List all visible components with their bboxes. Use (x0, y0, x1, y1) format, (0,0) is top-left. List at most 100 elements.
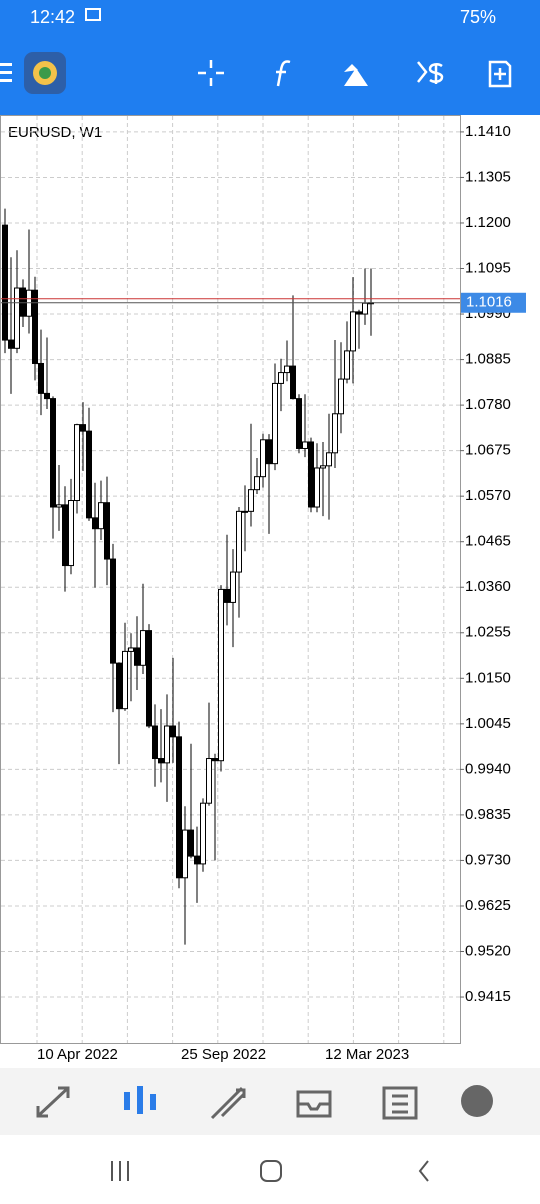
candle-body (194, 855, 200, 865)
x-tick-label: 12 Mar 2023 (325, 1046, 409, 1063)
y-tick-label: 1.1095 (465, 259, 511, 276)
candle-body (68, 500, 74, 567)
candle-body (140, 630, 146, 666)
candle-body (338, 378, 344, 415)
y-tick-label: 1.1305 (465, 168, 511, 185)
candle-body (188, 829, 194, 857)
clock: 12:42 (30, 7, 76, 27)
candle-body (260, 439, 266, 478)
chart: EURUSD, W1 1.14101.13051.12001.10951.099… (0, 115, 526, 1063)
candle-body (176, 736, 182, 879)
candle-body (266, 439, 272, 465)
crosshair-button[interactable] (198, 60, 224, 86)
y-tick-label: 1.0885 (465, 351, 511, 368)
candle-body (116, 662, 122, 710)
y-tick-label: 1.0045 (465, 715, 511, 732)
candle-body (14, 287, 20, 349)
candle-body (212, 758, 218, 762)
y-tick-label: 0.9625 (465, 897, 511, 914)
candle-body (8, 339, 14, 349)
y-tick-label: 0.9415 (465, 988, 511, 1005)
candle-body (56, 504, 62, 508)
history-tab[interactable] (296, 1090, 332, 1118)
candle-body (356, 311, 362, 315)
candle-body (344, 350, 350, 380)
candle-body (110, 558, 116, 664)
y-tick-label: 0.9520 (465, 942, 511, 959)
y-tick-label: 1.0780 (465, 396, 511, 413)
y-tick-label: 1.0465 (465, 533, 511, 550)
candle-body (20, 287, 26, 317)
candle-body (326, 452, 332, 467)
candle-body (218, 588, 224, 762)
top-bar: 12:42 75% (0, 0, 540, 115)
objects-button[interactable] (344, 64, 368, 86)
candle-body (278, 372, 284, 384)
candle-body (50, 398, 56, 508)
candle-body (284, 365, 290, 374)
candle-body (350, 311, 356, 352)
candle-body (122, 650, 128, 710)
indicators-button[interactable] (276, 60, 291, 87)
candle-body (362, 302, 368, 315)
candle-body (128, 647, 134, 652)
candle-body (236, 510, 242, 573)
candle-body (170, 725, 176, 738)
chart-tab[interactable] (124, 1086, 156, 1114)
candle-body (86, 430, 92, 519)
candle-body (152, 725, 158, 760)
y-tick-label: 1.0255 (465, 624, 511, 641)
y-tick-label: 0.9835 (465, 806, 511, 823)
quotes-tab[interactable] (36, 1086, 70, 1118)
trade-tab[interactable] (210, 1086, 246, 1120)
toolbar-icons (0, 8, 512, 94)
y-tick-label: 1.1200 (465, 214, 511, 231)
y-tick-label: 1.0150 (465, 669, 511, 686)
battery: 75% (460, 7, 497, 27)
y-tick-label: 1.0570 (465, 487, 511, 504)
trade-button[interactable] (417, 61, 444, 84)
candle-body (44, 392, 50, 400)
news-tab[interactable] (382, 1086, 418, 1120)
candle-body (38, 362, 44, 394)
candle-body (248, 489, 254, 512)
candle-body (32, 289, 38, 364)
candle-body (272, 382, 278, 465)
system-nav (111, 1160, 429, 1182)
candle-body (200, 802, 206, 865)
y-tick-label: 0.9730 (465, 851, 511, 868)
candle-body (134, 647, 140, 666)
y-tick-label: 1.1410 (465, 123, 511, 140)
candle-body (92, 517, 98, 530)
candle-body (98, 502, 104, 530)
candle-body (104, 502, 110, 560)
candle-body (146, 630, 152, 727)
nav-icons (36, 1085, 493, 1120)
candle-body (62, 504, 68, 567)
candle-body (80, 424, 86, 432)
candle-body (314, 467, 320, 508)
price-tag (461, 292, 526, 313)
candle-body (308, 441, 314, 508)
candle-body (224, 588, 230, 603)
candle-body (158, 758, 164, 764)
y-tick-label: 1.0360 (465, 578, 511, 595)
chat-tab[interactable] (461, 1085, 493, 1117)
bottom-nav (0, 1068, 540, 1135)
y-tick-label: 1.0675 (465, 442, 511, 459)
candle-body (230, 571, 236, 603)
candle-body (254, 476, 260, 491)
candle-body (242, 510, 248, 513)
candle-body (2, 224, 8, 341)
price-tag-label: 1.1016 (466, 294, 512, 311)
candle-body (296, 398, 302, 449)
candle-body (182, 829, 188, 879)
new-order-button[interactable] (488, 60, 512, 88)
x-tick-label: 25 Sep 2022 (181, 1046, 266, 1063)
candle-body (320, 465, 326, 469)
candle-body (290, 365, 296, 400)
x-tick-label: 10 Apr 2022 (37, 1046, 118, 1063)
candle-body (302, 441, 308, 449)
candle-body (164, 725, 170, 764)
